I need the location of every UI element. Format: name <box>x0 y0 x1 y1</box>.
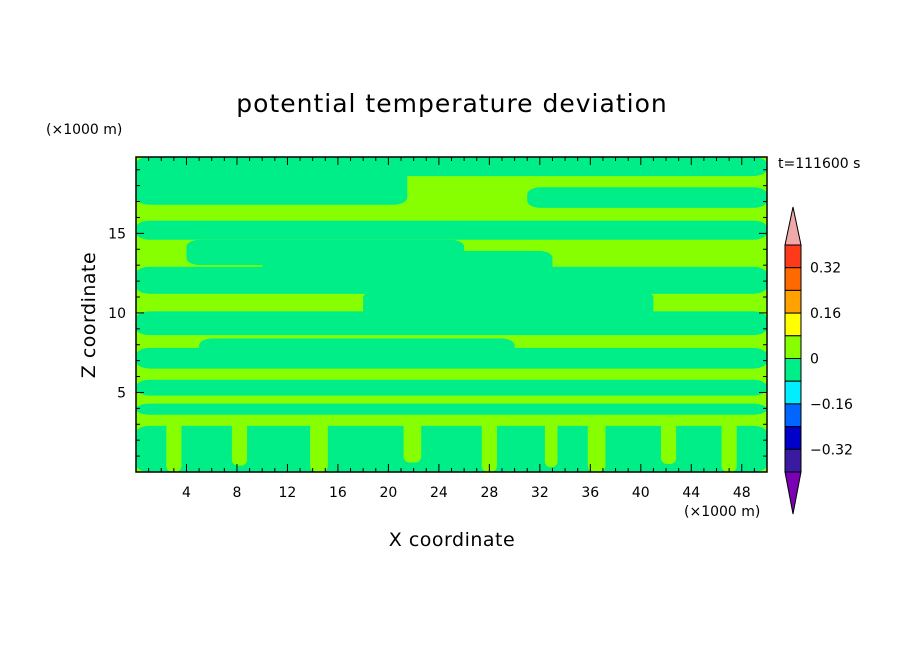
field-patch <box>136 220 767 240</box>
field-columns <box>166 421 737 472</box>
chart-title: potential temperature deviation <box>236 89 667 118</box>
y-axis-ticks: 5 10 15 <box>108 169 767 457</box>
field-patch <box>363 290 654 320</box>
field-column <box>587 421 606 472</box>
x-axis-label: X coordinate <box>389 529 515 551</box>
colorbar <box>784 206 802 515</box>
y-unit-label: (×1000 m) <box>46 122 122 138</box>
x-tick-label: 40 <box>632 485 650 501</box>
colorbar-label: −0.32 <box>810 442 853 458</box>
field-column <box>721 421 737 472</box>
field-column <box>310 421 328 472</box>
colorbar-label: 0 <box>810 352 819 368</box>
colorbar-label: 0.32 <box>810 261 841 277</box>
colorbar-swatch <box>784 289 802 314</box>
colorbar-swatch <box>784 312 802 337</box>
colorbar-arrow-top <box>784 206 802 246</box>
x-tick-label: 28 <box>480 485 498 501</box>
field-column <box>660 421 677 465</box>
field-patch <box>262 250 553 275</box>
colorbar-label: −0.16 <box>810 397 853 413</box>
field-patch <box>527 187 767 208</box>
field-column <box>231 421 248 466</box>
colorbar-swatch <box>784 335 802 359</box>
y-tick-label: 10 <box>108 306 126 322</box>
x-tick-label: 20 <box>379 485 397 501</box>
x-tick-label: 32 <box>531 485 549 501</box>
field-patches <box>136 157 767 472</box>
x-tick-label: 24 <box>430 485 448 501</box>
colorbar-labels: 0.32 0.16 0 −0.16 −0.32 <box>810 261 853 459</box>
colorbar-swatch <box>784 426 802 450</box>
x-tick-label: 36 <box>581 485 599 501</box>
field-column <box>403 421 422 463</box>
colorbar-swatch <box>784 358 802 382</box>
field-patch <box>199 338 515 361</box>
field-column <box>481 421 497 472</box>
x-tick-label: 16 <box>329 485 347 501</box>
x-tick-label: 12 <box>279 485 297 501</box>
colorbar-swatch <box>784 244 802 269</box>
plot-field <box>136 157 767 472</box>
y-axis-label: Z coordinate <box>78 252 100 378</box>
field-column <box>166 421 182 472</box>
x-tick-label: 4 <box>182 485 191 501</box>
x-tick-label: 8 <box>232 485 241 501</box>
x-tick-label: 48 <box>733 485 751 501</box>
x-unit-label: (×1000 m) <box>684 504 760 520</box>
field-column <box>544 421 558 468</box>
colorbar-swatch <box>784 448 802 473</box>
y-tick-label: 5 <box>117 385 126 401</box>
colorbar-swatch <box>784 403 802 428</box>
x-axis-ticks: 4 8 12 16 20 24 28 32 36 40 44 48 <box>148 157 755 501</box>
x-tick-label: 44 <box>682 485 700 501</box>
field-patch <box>136 403 767 415</box>
y-tick-label: 15 <box>108 226 126 242</box>
time-label: t=111600 s <box>778 156 860 172</box>
colorbar-label: 0.16 <box>810 306 841 322</box>
colorbar-swatch <box>784 380 802 405</box>
colorbar-swatch <box>784 267 802 291</box>
field-patch <box>136 425 767 472</box>
colorbar-arrow-bottom <box>784 471 802 515</box>
field-patch <box>136 379 767 396</box>
field-patch <box>136 157 408 205</box>
